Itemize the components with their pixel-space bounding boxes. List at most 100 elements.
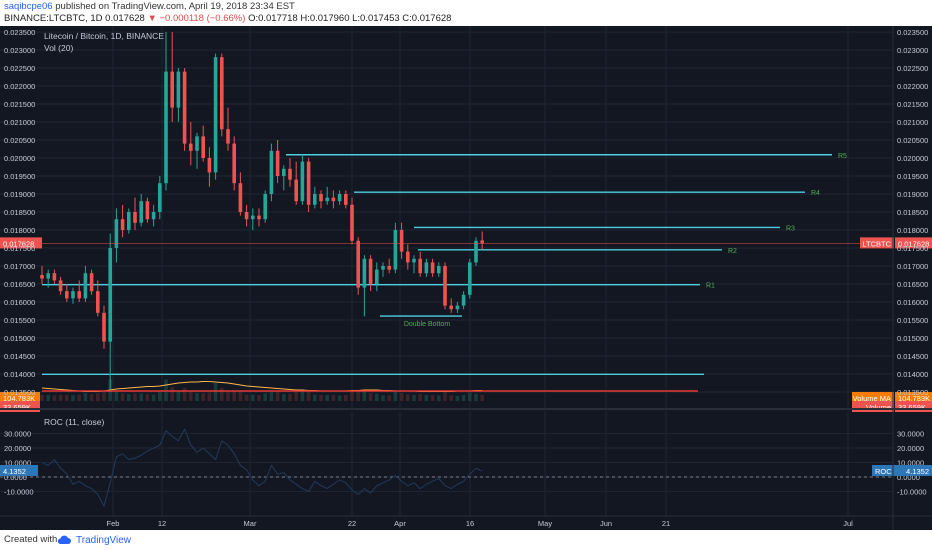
last-price-right-badge-bg bbox=[895, 237, 932, 249]
ohlc-values: O:0.017718 H:0.017960 L:0.017453 C:0.017… bbox=[248, 13, 452, 24]
trading-chart[interactable]: R5 R4 R3 R2 R1 Double Bottom 0.017628 0.017628… bbox=[0, 26, 932, 530]
price-tick-label-left: 0.017500 bbox=[4, 244, 35, 253]
candle-body bbox=[375, 269, 379, 284]
price-tick-label: 0.020000 bbox=[897, 154, 928, 163]
price-tick-label: 0.018000 bbox=[897, 226, 928, 235]
candle bbox=[412, 255, 416, 274]
volume-bar bbox=[437, 395, 441, 401]
price-tick-label-left: 0.017000 bbox=[4, 262, 35, 271]
candle-body bbox=[319, 194, 323, 202]
symbol-info: BINANCE:LTCBTC, 1D 0.017628 ▼ −0.000118 … bbox=[4, 13, 451, 24]
price-tick-label-left: 0.021500 bbox=[4, 100, 35, 109]
roc-tick-label: 10.0000 bbox=[897, 459, 924, 468]
volume-bar bbox=[443, 391, 447, 401]
volume-indicator-label: Vol (20) bbox=[44, 43, 73, 53]
candle bbox=[220, 53, 224, 137]
x-axis-label: 21 bbox=[662, 519, 670, 528]
author-link[interactable]: saqibcpe06 bbox=[4, 1, 53, 12]
candle bbox=[108, 233, 112, 392]
volume-bar bbox=[331, 395, 336, 401]
candle-body bbox=[325, 197, 329, 202]
candle bbox=[40, 266, 44, 284]
price-tick-label: 0.019500 bbox=[897, 172, 928, 181]
candle bbox=[164, 32, 168, 191]
price-tick-label: 0.022500 bbox=[897, 64, 928, 73]
symbol-line: BINANCE:LTCBTC, 1D 0.017628 bbox=[4, 13, 145, 24]
candle-body bbox=[238, 183, 243, 212]
candle bbox=[176, 68, 181, 122]
candle bbox=[120, 204, 125, 238]
volume-bar bbox=[269, 390, 274, 401]
candle-body bbox=[282, 168, 286, 176]
price-tick-label: 0.019000 bbox=[897, 190, 928, 199]
candle-body bbox=[145, 201, 150, 220]
candle bbox=[344, 190, 348, 209]
candle-body bbox=[257, 215, 261, 220]
candle-body bbox=[83, 273, 88, 299]
roc-pane: 30.0000 30.0000 20.0000 20.0000 10.0000 10.00… bbox=[0, 427, 932, 508]
volume-bar bbox=[461, 395, 466, 401]
price-tick-label-left: 0.015000 bbox=[4, 334, 35, 343]
price-tick-label: 0.017500 bbox=[897, 244, 928, 253]
candle-body bbox=[244, 212, 249, 220]
candle bbox=[201, 125, 205, 162]
candle-body bbox=[406, 251, 410, 263]
candle-body bbox=[430, 262, 435, 274]
candle bbox=[77, 280, 81, 302]
x-axis-label: Jun bbox=[600, 519, 612, 528]
volume-bar bbox=[368, 393, 373, 401]
price-tick-label-left: 0.020500 bbox=[4, 136, 35, 145]
volume-bar bbox=[430, 395, 435, 401]
candle bbox=[437, 262, 441, 277]
candle bbox=[151, 204, 156, 227]
volume-bar bbox=[325, 395, 329, 401]
roc-left-badge-text: 4.1352 bbox=[3, 467, 26, 476]
candle bbox=[213, 53, 218, 180]
volume-bar bbox=[350, 391, 354, 401]
volume-ma-right-badge-text: 104.783K bbox=[898, 394, 930, 403]
volume-bar bbox=[213, 383, 218, 401]
price-tick-label: 0.017000 bbox=[897, 262, 928, 271]
volume-bar bbox=[356, 390, 360, 401]
volume-bar bbox=[65, 395, 69, 401]
volume-bar bbox=[220, 387, 224, 401]
x-axis-label: Apr bbox=[394, 519, 406, 528]
candle bbox=[102, 305, 106, 349]
volume-bar bbox=[127, 394, 131, 401]
volume-bar bbox=[480, 394, 484, 401]
last-price-left-badge-text: 0.017628 bbox=[3, 239, 34, 248]
volume-right-badge: 33.659K bbox=[895, 401, 932, 412]
candle-body bbox=[331, 197, 336, 202]
roc-left-badge-bg bbox=[0, 465, 38, 477]
candle-body bbox=[46, 273, 50, 279]
candle-body bbox=[344, 194, 348, 205]
volume-bar bbox=[182, 387, 187, 401]
tradingview-logo[interactable]: TradingView bbox=[56, 533, 131, 547]
price-tick-label: 0.020500 bbox=[897, 136, 928, 145]
volume-bar bbox=[207, 392, 212, 401]
candle-body bbox=[294, 179, 298, 202]
chart-title: Litecoin / Bitcoin, 1D, BINANCE bbox=[44, 31, 164, 41]
volume-left-badge-text: 33.659K bbox=[3, 403, 31, 412]
volume-bar bbox=[232, 391, 236, 401]
candle bbox=[443, 262, 447, 310]
volume-bar bbox=[114, 391, 119, 401]
candle bbox=[251, 208, 255, 230]
candle-body bbox=[114, 219, 119, 248]
volume-bar bbox=[294, 392, 298, 401]
candle-body bbox=[362, 258, 367, 288]
candle bbox=[474, 237, 478, 266]
volume-bar bbox=[387, 395, 391, 401]
candle bbox=[468, 258, 472, 299]
price-tick-label-left: 0.014500 bbox=[4, 352, 35, 361]
volume-ma-left-badge: 104.783K bbox=[0, 392, 40, 403]
candle bbox=[356, 237, 360, 295]
candle bbox=[52, 269, 57, 284]
candle-body bbox=[232, 143, 236, 184]
volume-bar bbox=[275, 392, 280, 401]
roc-value-text: 4.1352 bbox=[906, 467, 929, 476]
candle-body bbox=[449, 305, 453, 310]
candle-body bbox=[127, 212, 131, 230]
price-tick-label: 0.023000 bbox=[897, 46, 928, 55]
publish-info: saqibcpe06 published on TradingView.com,… bbox=[4, 1, 295, 12]
